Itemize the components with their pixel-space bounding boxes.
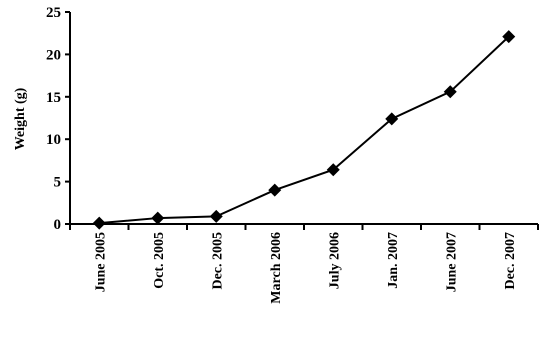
data-point-marker: [151, 211, 165, 225]
data-point-marker: [385, 112, 399, 126]
series-line: [99, 35, 510, 225]
y-tick-label: 15: [46, 90, 61, 106]
x-tick-label: Jan. 2007: [386, 232, 401, 289]
data-point-marker: [92, 216, 106, 230]
x-tick-label: Oct. 2005: [152, 232, 167, 289]
y-tick-label: 10: [46, 132, 61, 148]
labels-layer: Weight (g) 0 5 10 15 20 25 June 2005 Oct. 2005 D…: [13, 5, 518, 304]
data-point-marker: [443, 85, 457, 99]
series-layer: [92, 30, 516, 230]
data-point-marker: [268, 183, 282, 197]
x-tick-label: June 2007: [444, 232, 459, 292]
y-tick-label: 0: [54, 217, 62, 233]
x-tick-label: March 2006: [269, 232, 284, 304]
y-tick-label: 25: [46, 5, 61, 21]
data-point-marker: [209, 209, 223, 223]
axes-layer: [65, 11, 539, 230]
data-point-marker: [326, 163, 340, 177]
x-tick-label: Dec. 2005: [210, 232, 225, 290]
y-tick-label: 20: [46, 47, 61, 63]
data-point-marker: [502, 30, 516, 44]
x-tick-label: June 2005: [93, 232, 108, 292]
x-tick-label: July 2006: [327, 232, 342, 289]
x-tick-label: Dec. 2007: [503, 232, 518, 290]
y-axis-title: Weight (g): [13, 87, 28, 150]
y-tick-label: 5: [54, 175, 62, 191]
